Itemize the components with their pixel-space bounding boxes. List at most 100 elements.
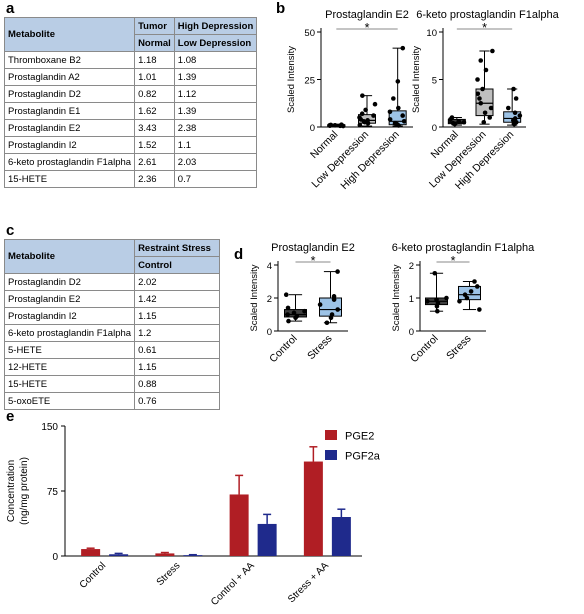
table-row: Prostaglandin D2 0.82 1.12 bbox=[3, 85, 258, 103]
data-point bbox=[481, 119, 487, 125]
data-point bbox=[387, 117, 393, 122]
y-tick-label: 50 bbox=[304, 28, 315, 39]
y-axis-label: Scaled Intensity bbox=[411, 46, 422, 113]
data-point bbox=[456, 119, 462, 124]
data-point bbox=[480, 86, 485, 92]
table-row: Prostaglandin I2 1.15 bbox=[3, 307, 220, 325]
data-point bbox=[302, 308, 307, 314]
data-point bbox=[449, 115, 455, 120]
data-point bbox=[457, 299, 462, 304]
bar-pgf2a bbox=[183, 555, 203, 556]
bar-pge2 bbox=[155, 553, 175, 556]
y-tick-label: 1 bbox=[409, 294, 414, 305]
panel-label-b: b bbox=[276, 0, 286, 17]
data-point bbox=[285, 305, 291, 311]
table-value-cell: 0.76 bbox=[134, 392, 220, 410]
legend-label: PGF2a bbox=[345, 451, 381, 463]
significance-marker: * bbox=[365, 21, 370, 35]
data-point bbox=[365, 118, 370, 123]
data-point bbox=[317, 302, 323, 307]
data-point bbox=[483, 67, 489, 73]
data-point bbox=[487, 115, 493, 120]
data-point bbox=[371, 113, 376, 118]
data-point bbox=[512, 116, 518, 121]
y-axis-label: Scaled Intensity bbox=[391, 264, 402, 331]
data-point bbox=[474, 284, 480, 289]
data-point bbox=[387, 109, 393, 115]
data-point bbox=[450, 120, 456, 126]
x-tick-label: Stress bbox=[444, 333, 474, 363]
data-point bbox=[475, 77, 480, 82]
data-point bbox=[396, 105, 401, 111]
data-point bbox=[363, 107, 368, 113]
data-point bbox=[444, 295, 449, 301]
data-point bbox=[511, 86, 516, 92]
data-point bbox=[434, 297, 439, 302]
y-tick-label: 2 bbox=[267, 294, 272, 305]
table-header-cell: High Depression bbox=[173, 17, 258, 35]
data-point bbox=[513, 96, 519, 101]
table-subheader-cell: Low Depression bbox=[173, 34, 258, 52]
y-tick-label: 0 bbox=[409, 327, 414, 338]
bar-pgf2a bbox=[257, 523, 277, 556]
table-row: 5-oxoETE 0.76 bbox=[3, 392, 220, 410]
data-point bbox=[490, 48, 495, 54]
table-value-cell: 0.7 bbox=[173, 170, 258, 188]
table-metabolite-cell: 15-HETE bbox=[3, 170, 136, 188]
data-point bbox=[391, 96, 396, 101]
data-point bbox=[475, 91, 481, 97]
legend-label: PGE2 bbox=[345, 431, 374, 443]
data-point bbox=[395, 79, 401, 84]
panel-label-c: c bbox=[6, 222, 15, 239]
bar-pgf2a bbox=[331, 517, 351, 556]
significance-marker: * bbox=[311, 254, 316, 268]
data-point bbox=[335, 307, 341, 312]
y-tick-label: 10 bbox=[426, 28, 437, 39]
data-point bbox=[472, 279, 477, 284]
data-point bbox=[339, 122, 344, 128]
data-point bbox=[286, 318, 291, 324]
data-point bbox=[482, 110, 488, 116]
table-row: 15-HETE 0.88 bbox=[3, 375, 220, 393]
data-point bbox=[360, 93, 365, 98]
x-tick-label: Stress + AA bbox=[286, 560, 331, 605]
x-tick-label: Control bbox=[78, 560, 109, 591]
data-point bbox=[331, 294, 337, 299]
data-point bbox=[357, 115, 362, 120]
x-tick-label: Control bbox=[267, 333, 299, 365]
data-point bbox=[291, 310, 297, 316]
data-point bbox=[462, 292, 468, 298]
table-row: Prostaglandin D2 2.02 bbox=[3, 273, 220, 291]
data-point bbox=[512, 110, 518, 116]
table-subheader-cell: Control bbox=[134, 256, 220, 274]
data-point bbox=[477, 96, 482, 101]
table-row: 15-HETE 2.36 0.7 bbox=[3, 170, 258, 188]
data-point bbox=[392, 120, 398, 126]
y-tick-label: 0 bbox=[432, 123, 437, 134]
x-tick-label: Stress bbox=[305, 333, 335, 363]
chart-title: Prostaglandin E2 bbox=[271, 242, 355, 254]
table-metabolite-cell: 5-oxoETE bbox=[3, 392, 136, 410]
bar-pge2 bbox=[303, 461, 323, 556]
data-point bbox=[400, 45, 406, 51]
panel-label-e: e bbox=[6, 408, 15, 425]
table-header-cell: Metabolite bbox=[3, 239, 136, 274]
data-point bbox=[331, 297, 337, 302]
table-header-row: Normal Low Depression bbox=[5, 34, 258, 52]
y-tick-label: 5 bbox=[432, 76, 437, 87]
y-tick-label: 0 bbox=[310, 123, 315, 134]
chart-title: 6-keto prostaglandin F1alpha bbox=[416, 9, 559, 21]
data-point bbox=[478, 58, 484, 63]
data-point bbox=[359, 111, 365, 116]
data-point bbox=[477, 307, 482, 312]
data-point bbox=[327, 123, 333, 128]
data-point bbox=[517, 113, 523, 118]
y-axis-label: Scaled Intensity bbox=[286, 46, 297, 113]
y-axis-label: Concentration bbox=[6, 460, 17, 522]
data-point bbox=[332, 122, 338, 128]
table-metabolite-cell: 12-HETE bbox=[3, 358, 136, 376]
data-point bbox=[478, 100, 484, 106]
y-tick-label: 0 bbox=[52, 552, 58, 563]
data-point bbox=[432, 270, 438, 276]
table-row: 6-keto prostaglandin F1alpha 2.61 2.03 bbox=[3, 153, 258, 171]
